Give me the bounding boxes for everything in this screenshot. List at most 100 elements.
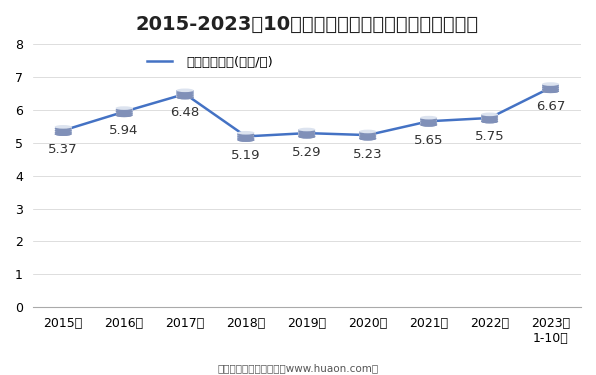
- Text: 5.29: 5.29: [292, 146, 322, 159]
- Ellipse shape: [116, 108, 133, 112]
- Ellipse shape: [359, 132, 376, 135]
- Ellipse shape: [176, 92, 194, 96]
- Bar: [176, 96, 194, 98]
- Ellipse shape: [116, 106, 133, 110]
- Ellipse shape: [237, 133, 254, 136]
- Ellipse shape: [542, 90, 559, 93]
- Bar: [481, 118, 498, 120]
- Bar: [237, 135, 254, 136]
- Bar: [542, 86, 559, 88]
- Ellipse shape: [116, 114, 133, 117]
- Ellipse shape: [299, 129, 315, 133]
- Text: 5.23: 5.23: [353, 148, 383, 160]
- Ellipse shape: [237, 136, 254, 140]
- Bar: [299, 135, 315, 137]
- Ellipse shape: [55, 127, 72, 130]
- Text: 5.19: 5.19: [231, 149, 260, 162]
- Ellipse shape: [481, 120, 498, 123]
- Ellipse shape: [237, 138, 254, 142]
- Bar: [116, 114, 133, 116]
- Bar: [542, 84, 559, 86]
- Bar: [481, 114, 498, 116]
- Ellipse shape: [299, 135, 315, 138]
- Bar: [237, 138, 254, 140]
- Text: 6.48: 6.48: [170, 106, 200, 120]
- Text: 5.94: 5.94: [110, 124, 139, 137]
- Ellipse shape: [116, 114, 133, 117]
- Bar: [55, 129, 72, 130]
- Text: 6.67: 6.67: [536, 100, 565, 113]
- Legend: 期货成交均价(万元/手): 期货成交均价(万元/手): [138, 51, 279, 75]
- Ellipse shape: [176, 90, 194, 94]
- Ellipse shape: [542, 84, 559, 88]
- Ellipse shape: [299, 133, 315, 137]
- Ellipse shape: [359, 137, 376, 141]
- Ellipse shape: [420, 118, 437, 121]
- Text: 5.75: 5.75: [475, 130, 504, 144]
- Ellipse shape: [542, 82, 559, 86]
- Bar: [55, 130, 72, 132]
- Ellipse shape: [237, 135, 254, 138]
- Ellipse shape: [481, 116, 498, 120]
- Bar: [359, 132, 376, 133]
- Bar: [481, 120, 498, 122]
- Ellipse shape: [542, 88, 559, 91]
- Bar: [237, 136, 254, 138]
- Ellipse shape: [359, 137, 376, 141]
- Ellipse shape: [55, 130, 72, 134]
- Bar: [359, 133, 376, 135]
- Ellipse shape: [299, 135, 315, 138]
- Ellipse shape: [176, 88, 194, 92]
- Ellipse shape: [359, 133, 376, 137]
- Ellipse shape: [55, 132, 72, 136]
- Text: 5.65: 5.65: [414, 134, 443, 147]
- Bar: [55, 127, 72, 129]
- Ellipse shape: [481, 112, 498, 116]
- Bar: [420, 120, 437, 121]
- Bar: [55, 132, 72, 134]
- Ellipse shape: [55, 125, 72, 129]
- Text: 制图：华经产业研究院（www.huaon.com）: 制图：华经产业研究院（www.huaon.com）: [218, 363, 378, 373]
- Ellipse shape: [176, 96, 194, 99]
- Bar: [542, 90, 559, 91]
- Ellipse shape: [116, 112, 133, 116]
- Ellipse shape: [237, 131, 254, 135]
- Ellipse shape: [55, 132, 72, 136]
- Bar: [116, 112, 133, 114]
- Bar: [420, 118, 437, 120]
- Bar: [299, 131, 315, 133]
- Text: 5.37: 5.37: [48, 143, 78, 156]
- Bar: [542, 88, 559, 90]
- Ellipse shape: [359, 135, 376, 139]
- Ellipse shape: [420, 120, 437, 123]
- Bar: [176, 94, 194, 96]
- Ellipse shape: [55, 129, 72, 132]
- Ellipse shape: [359, 130, 376, 133]
- Ellipse shape: [176, 94, 194, 98]
- Bar: [116, 108, 133, 110]
- Ellipse shape: [542, 86, 559, 90]
- Ellipse shape: [299, 128, 315, 131]
- Ellipse shape: [481, 120, 498, 123]
- Bar: [176, 92, 194, 94]
- Bar: [359, 135, 376, 137]
- Ellipse shape: [420, 116, 437, 120]
- Ellipse shape: [420, 123, 437, 127]
- Ellipse shape: [420, 123, 437, 127]
- Bar: [176, 90, 194, 92]
- Bar: [237, 133, 254, 135]
- Ellipse shape: [542, 90, 559, 93]
- Bar: [420, 121, 437, 123]
- Ellipse shape: [481, 118, 498, 122]
- Bar: [420, 123, 437, 125]
- Ellipse shape: [176, 96, 194, 99]
- Ellipse shape: [237, 138, 254, 142]
- Title: 2015-2023年10月郑州商品交易所白糖期货成交均价: 2015-2023年10月郑州商品交易所白糖期货成交均价: [135, 15, 479, 34]
- Ellipse shape: [116, 110, 133, 114]
- Bar: [299, 133, 315, 135]
- Ellipse shape: [420, 121, 437, 125]
- Ellipse shape: [481, 114, 498, 118]
- Ellipse shape: [299, 131, 315, 135]
- Bar: [299, 129, 315, 131]
- Bar: [481, 116, 498, 118]
